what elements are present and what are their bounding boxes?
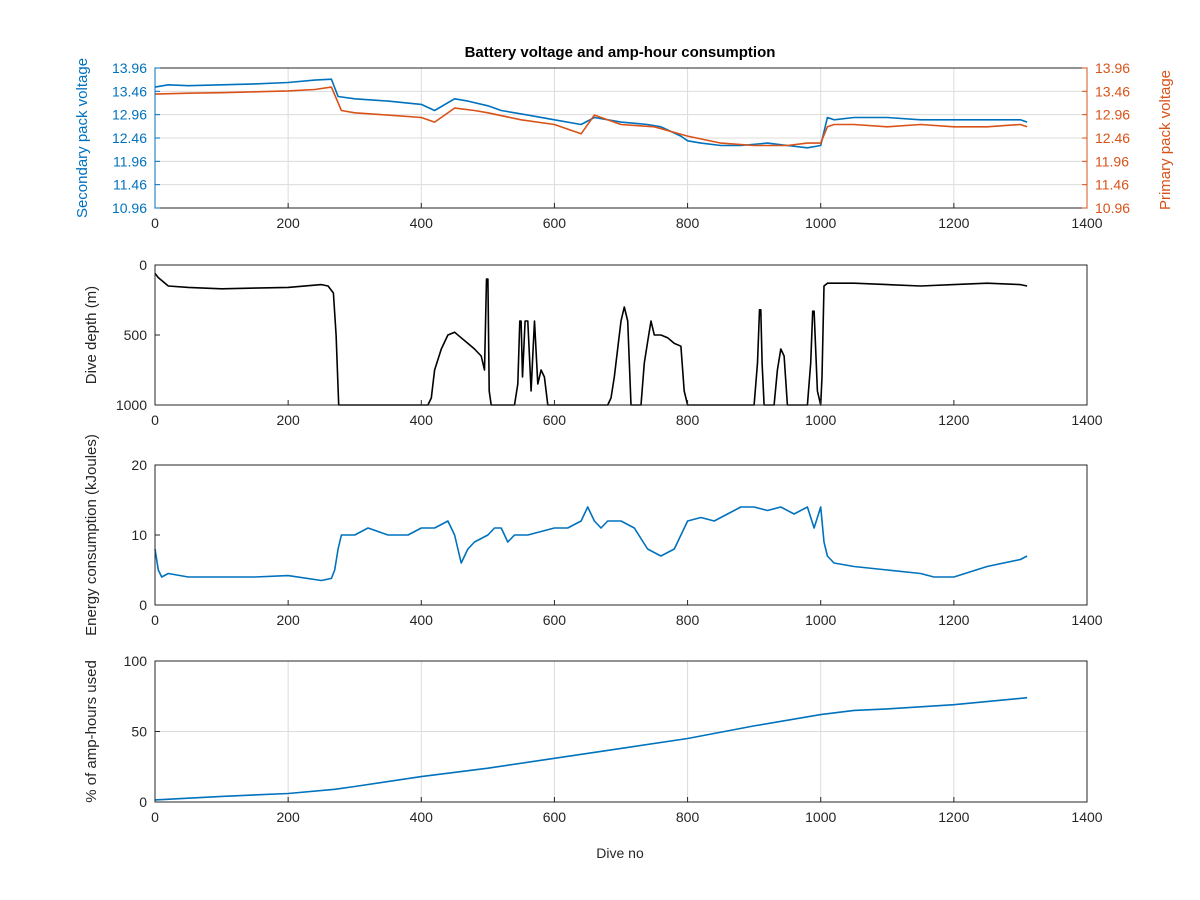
x-tick-label: 0 — [151, 215, 159, 231]
subplot-1: 0 200 400 600 800 1000 1200 140010.9611.4611.96… — [74, 58, 1174, 231]
y-tick-label: 0 — [139, 257, 147, 273]
x-tick-label: 1200 — [938, 215, 969, 231]
series-line-1 — [154, 506, 1028, 582]
x-tick-label: 1400 — [1071, 215, 1102, 231]
x-tick-label: 800 — [676, 809, 700, 825]
x-tick-label: 600 — [543, 612, 567, 628]
right-y-axis-label: Primary pack voltage — [1157, 70, 1174, 210]
subplot-4: 0 200 400 600 800 1000 1200 1400 0 50 100 % of amp-… — [83, 653, 1103, 825]
y-tick-label: 50 — [131, 724, 147, 740]
y-tick-label: 0 — [139, 597, 147, 613]
y-tick-label: 0 — [139, 794, 147, 810]
y-tick-label: 500 — [124, 327, 148, 343]
y-tick-label: 13.46 — [112, 83, 147, 99]
x-tick-label: 1400 — [1071, 412, 1102, 428]
x-tick-label: 800 — [676, 215, 700, 231]
right-y-tick-label: 11.96 — [1095, 153, 1129, 169]
x-tick-label: 200 — [276, 809, 300, 825]
x-axis-label: Dive no — [596, 845, 644, 861]
x-tick-label: 400 — [410, 612, 434, 628]
x-tick-label: 200 — [276, 612, 300, 628]
y-tick-label: 12.46 — [112, 130, 147, 146]
y-tick-label: 12.96 — [112, 107, 147, 123]
y-axis-label: Secondary pack voltage — [74, 58, 91, 218]
right-y-tick-label: 13.96 — [1095, 60, 1130, 76]
x-tick-label: 0 — [151, 412, 159, 428]
x-tick-label: 1200 — [938, 412, 969, 428]
x-tick-label: 400 — [410, 412, 434, 428]
y-tick-label: 20 — [131, 457, 147, 473]
y-axis-label: Dive depth (m) — [83, 286, 100, 384]
subplot-3: 0 200 400 600 800 1000 1200 1400 0 10 20 Energy con… — [83, 434, 1103, 636]
x-tick-label: 800 — [676, 412, 700, 428]
series-line-1 — [154, 696, 1028, 801]
y-tick-label: 10.96 — [112, 200, 147, 216]
right-y-tick-label: 12.46 — [1095, 130, 1130, 146]
y-tick-label: 11.96 — [113, 153, 147, 169]
y-tick-label: 10 — [131, 527, 147, 543]
x-tick-label: 400 — [410, 809, 434, 825]
x-tick-label: 600 — [543, 809, 567, 825]
x-tick-label: 400 — [410, 215, 434, 231]
x-tick-label: 600 — [543, 412, 567, 428]
x-tick-label: 600 — [543, 215, 567, 231]
subplot-2: 0 200 400 600 800 1000 1200 1400 0 500 1000 Dive de… — [83, 257, 1103, 428]
y-axis-label: % of amp-hours used — [83, 660, 100, 803]
x-tick-label: 1400 — [1071, 612, 1102, 628]
x-tick-label: 800 — [676, 612, 700, 628]
y-axis-label: Energy consumption (kJoules) — [83, 434, 100, 636]
right-y-tick-label: 12.96 — [1095, 107, 1130, 123]
y-tick-label: 13.96 — [112, 60, 147, 76]
x-tick-label: 0 — [151, 612, 159, 628]
x-tick-label: 1000 — [805, 215, 836, 231]
right-y-tick-label: 10.96 — [1095, 200, 1130, 216]
x-tick-label: 1200 — [938, 809, 969, 825]
x-tick-label: 1400 — [1071, 809, 1102, 825]
x-tick-label: 200 — [276, 215, 300, 231]
y-tick-label: 11.46 — [113, 177, 147, 193]
x-tick-label: 0 — [151, 809, 159, 825]
x-tick-label: 1000 — [805, 612, 836, 628]
x-tick-label: 1000 — [805, 412, 836, 428]
y-tick-label: 1000 — [116, 397, 147, 413]
x-tick-label: 1000 — [805, 809, 836, 825]
series-line-2 — [154, 86, 1028, 147]
x-tick-label: 1200 — [938, 612, 969, 628]
y-tick-label: 100 — [124, 653, 148, 669]
x-tick-label: 200 — [276, 412, 300, 428]
figure-title: Battery voltage and amp-hour consumption — [465, 44, 776, 61]
right-y-tick-label: 11.46 — [1095, 177, 1129, 193]
subplot-panels: 0 200 400 600 800 1000 1200 140010.9611.4611.96… — [74, 58, 1174, 825]
right-y-tick-label: 13.46 — [1095, 83, 1130, 99]
